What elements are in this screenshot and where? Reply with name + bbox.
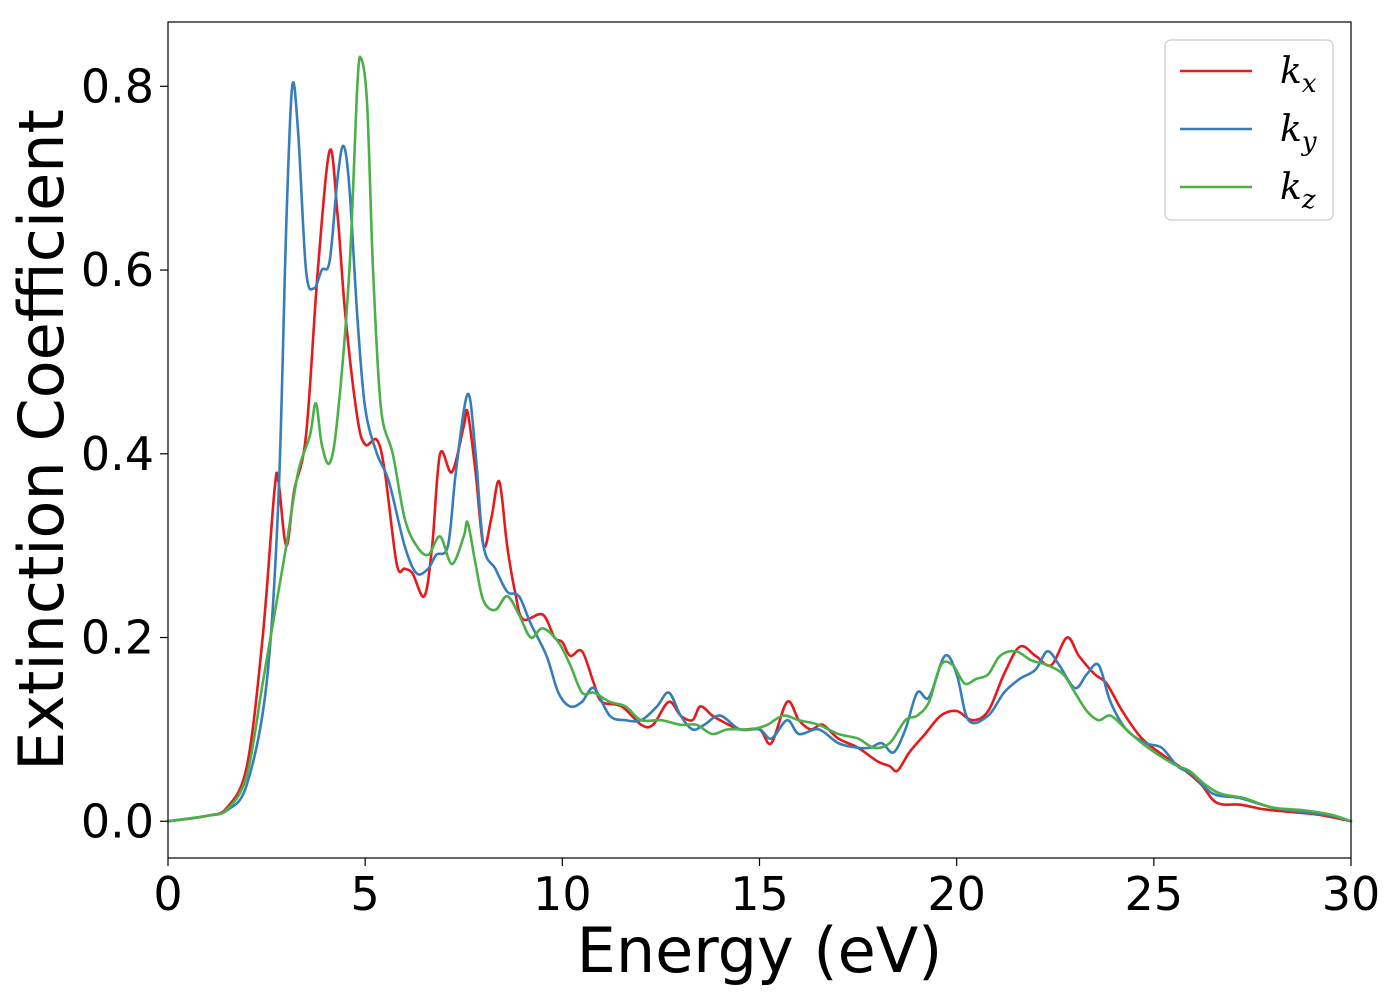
plot-area xyxy=(168,22,1351,858)
series-line-kx xyxy=(166,148,1353,823)
x-axis: 0 5 10 15 20 25 30 xyxy=(153,858,1380,921)
y-tick-label: 0.2 xyxy=(81,611,154,665)
y-tick-label: 0.0 xyxy=(81,794,154,848)
series-layer xyxy=(166,55,1353,823)
legend-subscript: z xyxy=(1301,185,1316,215)
x-tick-label: 0 xyxy=(153,867,182,921)
y-tick-label: 0.8 xyxy=(81,59,154,113)
y-tick-label: 0.6 xyxy=(81,243,154,297)
legend-subscript: x xyxy=(1302,69,1317,99)
y-tick-label: 0.4 xyxy=(81,427,154,481)
x-tick-label: 30 xyxy=(1322,867,1381,921)
x-tick-label: 10 xyxy=(533,867,592,921)
y-axis: 0.0 0.2 0.4 0.6 0.8 xyxy=(81,59,168,848)
x-tick-label: 25 xyxy=(1125,867,1184,921)
x-tick-label: 5 xyxy=(351,867,380,921)
legend-subscript: y xyxy=(1301,127,1317,157)
series-line-kz xyxy=(166,55,1353,823)
x-axis-title: Energy (eV) xyxy=(577,914,943,987)
x-tick-label: 20 xyxy=(927,867,986,921)
x-tick-label: 15 xyxy=(730,867,789,921)
y-axis-title: Extinction Coefficient xyxy=(5,109,78,771)
